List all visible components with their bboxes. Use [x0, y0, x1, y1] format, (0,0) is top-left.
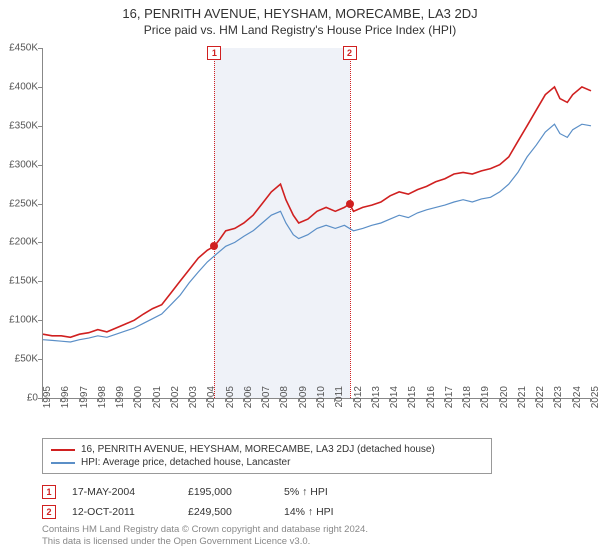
sales-table: 1 17-MAY-2004 £195,000 5% ↑ HPI 2 12-OCT…: [42, 482, 374, 522]
xtick-label: 1999: [115, 386, 126, 416]
xtick-label: 2023: [553, 386, 564, 416]
sale-marker-box: 2: [343, 46, 357, 60]
xtick-label: 2001: [152, 386, 163, 416]
footer: Contains HM Land Registry data © Crown c…: [42, 524, 368, 549]
xtick-label: 2004: [206, 386, 217, 416]
xtick-label: 2003: [188, 386, 199, 416]
plot-region: 12: [42, 48, 591, 399]
xtick-label: 2015: [407, 386, 418, 416]
sales-row: 1 17-MAY-2004 £195,000 5% ↑ HPI: [42, 482, 374, 502]
sale-price: £249,500: [188, 506, 268, 518]
ytick-label: £100K: [0, 315, 38, 326]
xtick-label: 2005: [225, 386, 236, 416]
legend-label: HPI: Average price, detached house, Lanc…: [81, 457, 290, 468]
legend-swatch: [51, 462, 75, 464]
ytick-label: £350K: [0, 120, 38, 131]
xtick-label: 2016: [426, 386, 437, 416]
xtick-label: 2002: [170, 386, 181, 416]
ytick-label: £400K: [0, 81, 38, 92]
xtick-label: 2000: [133, 386, 144, 416]
xtick-label: 2014: [389, 386, 400, 416]
legend-label: 16, PENRITH AVENUE, HEYSHAM, MORECAMBE, …: [81, 444, 435, 455]
series-line: [43, 87, 591, 337]
legend-item-price-paid: 16, PENRITH AVENUE, HEYSHAM, MORECAMBE, …: [51, 443, 483, 456]
ytick-label: £150K: [0, 276, 38, 287]
xtick-label: 2018: [462, 386, 473, 416]
sale-dot: [346, 200, 354, 208]
xtick-label: 1995: [42, 386, 53, 416]
xtick-label: 1997: [79, 386, 90, 416]
sale-dot: [210, 242, 218, 250]
xtick-label: 2006: [243, 386, 254, 416]
legend: 16, PENRITH AVENUE, HEYSHAM, MORECAMBE, …: [42, 438, 492, 474]
ytick-label: £450K: [0, 43, 38, 54]
xtick-label: 2021: [517, 386, 528, 416]
xtick-label: 2011: [334, 386, 345, 416]
xtick-label: 2017: [444, 386, 455, 416]
xtick-label: 1998: [97, 386, 108, 416]
xtick-label: 2025: [590, 386, 600, 416]
sale-marker-box: 1: [207, 46, 221, 60]
xtick-label: 2008: [279, 386, 290, 416]
sale-pct: 5% ↑ HPI: [284, 486, 374, 498]
footer-line: This data is licensed under the Open Gov…: [42, 536, 368, 548]
xtick-label: 2019: [480, 386, 491, 416]
chart-container: 16, PENRITH AVENUE, HEYSHAM, MORECAMBE, …: [0, 0, 600, 560]
chart-area: 12 £0£50K£100K£150K£200K£250K£300K£350K£…: [42, 48, 590, 398]
xtick-label: 2024: [572, 386, 583, 416]
sale-date: 17-MAY-2004: [72, 486, 172, 498]
xtick-label: 1996: [60, 386, 71, 416]
xtick-label: 2020: [499, 386, 510, 416]
legend-swatch: [51, 449, 75, 451]
xtick-label: 2012: [353, 386, 364, 416]
sales-row: 2 12-OCT-2011 £249,500 14% ↑ HPI: [42, 502, 374, 522]
xtick-label: 2007: [261, 386, 272, 416]
xtick-label: 2022: [535, 386, 546, 416]
ytick-label: £300K: [0, 159, 38, 170]
xtick-label: 2009: [298, 386, 309, 416]
xtick-label: 2013: [371, 386, 382, 416]
ytick-label: £0: [0, 393, 38, 404]
chart-subtitle: Price paid vs. HM Land Registry's House …: [0, 21, 600, 41]
footer-line: Contains HM Land Registry data © Crown c…: [42, 524, 368, 536]
xtick-label: 2010: [316, 386, 327, 416]
chart-title: 16, PENRITH AVENUE, HEYSHAM, MORECAMBE, …: [0, 0, 600, 21]
ytick-label: £250K: [0, 198, 38, 209]
sale-pct: 14% ↑ HPI: [284, 506, 374, 518]
sale-date: 12-OCT-2011: [72, 506, 172, 518]
sale-price: £195,000: [188, 486, 268, 498]
sale-marker-icon: 1: [42, 485, 56, 499]
sale-marker-icon: 2: [42, 505, 56, 519]
line-series-svg: [43, 48, 591, 398]
ytick-label: £200K: [0, 237, 38, 248]
ytick-label: £50K: [0, 354, 38, 365]
legend-item-hpi: HPI: Average price, detached house, Lanc…: [51, 456, 483, 469]
